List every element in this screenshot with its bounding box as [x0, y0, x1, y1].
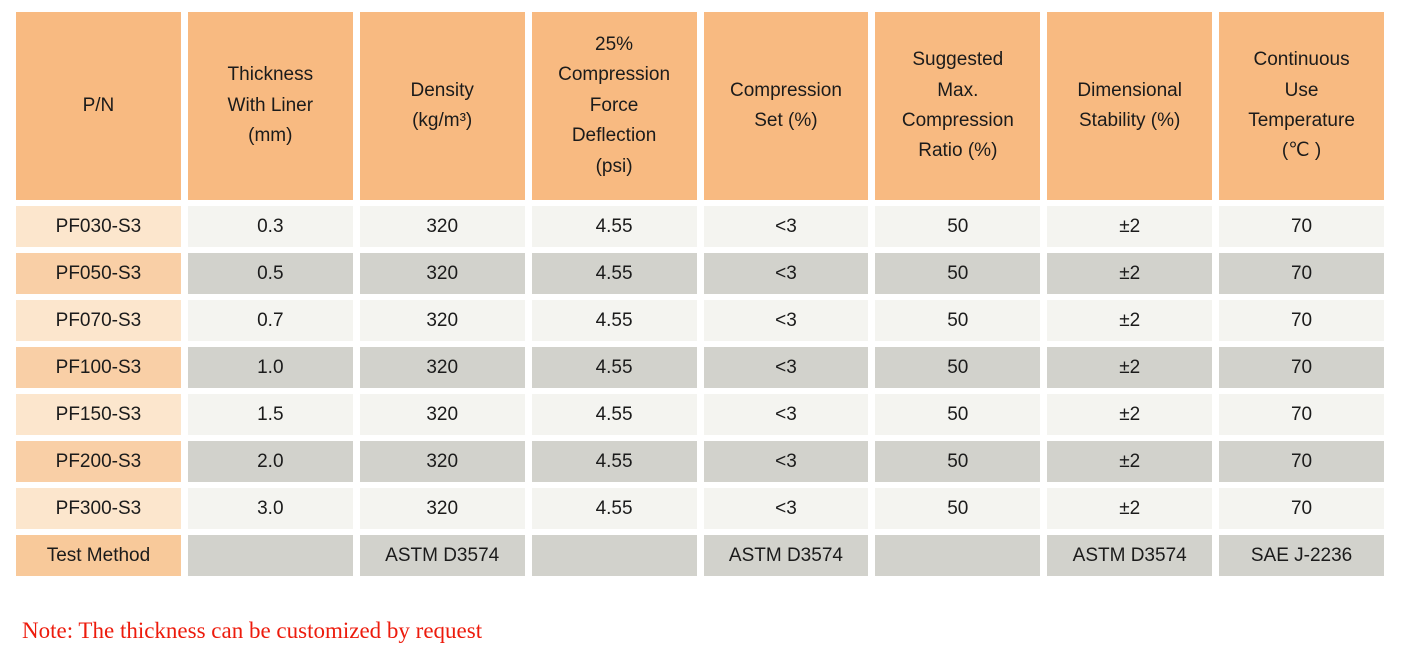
cell-max-compression-ratio: 50: [875, 206, 1041, 247]
table-row-pf200: PF200-S3 2.0 320 4.55 <3 50 ±2 70: [16, 441, 1384, 482]
column-header-compression-force-deflection: 25% Compression Force Deflection (psi): [531, 12, 697, 200]
column-header-dimensional-stability: Dimensional Stability (%): [1047, 12, 1213, 200]
cell-max-compression-ratio: 50: [875, 347, 1041, 388]
cell-temperature: 70: [1219, 488, 1384, 529]
cell-compression-set: <3: [703, 488, 869, 529]
cell-max-compression-ratio: 50: [875, 441, 1041, 482]
table-row-pf030: PF030-S3 0.3 320 4.55 <3 50 ±2 70: [16, 206, 1384, 247]
cell-cfd-test-method: [531, 535, 697, 576]
cell-compression-set-test-method: ASTM D3574: [703, 535, 869, 576]
cell-pn: PF050-S3: [16, 253, 181, 294]
cell-max-compression-ratio: 50: [875, 488, 1041, 529]
cell-density: 320: [359, 206, 525, 247]
cell-thickness: 3.0: [187, 488, 353, 529]
cell-density: 320: [359, 300, 525, 341]
cell-dimensional-stability: ±2: [1047, 441, 1213, 482]
cell-dimensional-stability: ±2: [1047, 253, 1213, 294]
cell-temperature-test-method: SAE J-2236: [1219, 535, 1384, 576]
cell-pn: PF030-S3: [16, 206, 181, 247]
cell-thickness: 2.0: [187, 441, 353, 482]
cell-thickness: 0.7: [187, 300, 353, 341]
product-spec-table: P/N Thickness With Liner (mm) Density (k…: [9, 6, 1391, 582]
cell-pn: PF200-S3: [16, 441, 181, 482]
cell-dimensional-stability-test-method: ASTM D3574: [1047, 535, 1213, 576]
cell-cfd: 4.55: [531, 206, 697, 247]
cell-thickness: 1.0: [187, 347, 353, 388]
cell-compression-set: <3: [703, 394, 869, 435]
cell-compression-set: <3: [703, 347, 869, 388]
cell-cfd: 4.55: [531, 347, 697, 388]
column-header-compression-set: Compression Set (%): [703, 12, 869, 200]
cell-compression-set: <3: [703, 253, 869, 294]
cell-temperature: 70: [1219, 394, 1384, 435]
cell-density: 320: [359, 347, 525, 388]
cell-dimensional-stability: ±2: [1047, 394, 1213, 435]
table-row-pf050: PF050-S3 0.5 320 4.55 <3 50 ±2 70: [16, 253, 1384, 294]
cell-pn: PF070-S3: [16, 300, 181, 341]
cell-compression-set: <3: [703, 300, 869, 341]
cell-pn: PF150-S3: [16, 394, 181, 435]
cell-dimensional-stability: ±2: [1047, 300, 1213, 341]
column-header-max-compression-ratio: Suggested Max. Compression Ratio (%): [875, 12, 1041, 200]
cell-compression-set: <3: [703, 441, 869, 482]
cell-cfd: 4.55: [531, 300, 697, 341]
table-row-pf070: PF070-S3 0.7 320 4.55 <3 50 ±2 70: [16, 300, 1384, 341]
cell-thickness: 0.5: [187, 253, 353, 294]
cell-dimensional-stability: ±2: [1047, 347, 1213, 388]
cell-temperature: 70: [1219, 347, 1384, 388]
test-method-row: Test Method ASTM D3574 ASTM D3574 ASTM D…: [16, 535, 1384, 576]
cell-temperature: 70: [1219, 253, 1384, 294]
cell-density: 320: [359, 441, 525, 482]
cell-pn: PF300-S3: [16, 488, 181, 529]
column-header-thickness: Thickness With Liner (mm): [187, 12, 353, 200]
cell-cfd: 4.55: [531, 253, 697, 294]
cell-temperature: 70: [1219, 206, 1384, 247]
cell-pn: PF100-S3: [16, 347, 181, 388]
cell-temperature: 70: [1219, 441, 1384, 482]
table-row-pf150: PF150-S3 1.5 320 4.55 <3 50 ±2 70: [16, 394, 1384, 435]
cell-dimensional-stability: ±2: [1047, 488, 1213, 529]
table-row-pf100: PF100-S3 1.0 320 4.55 <3 50 ±2 70: [16, 347, 1384, 388]
customization-note: Note: The thickness can be customized by…: [22, 618, 483, 643]
cell-thickness: 1.5: [187, 394, 353, 435]
cell-density: 320: [359, 488, 525, 529]
cell-cfd: 4.55: [531, 394, 697, 435]
cell-thickness-test-method: [187, 535, 353, 576]
cell-thickness: 0.3: [187, 206, 353, 247]
column-header-pn: P/N: [16, 12, 181, 200]
cell-dimensional-stability: ±2: [1047, 206, 1213, 247]
cell-cfd: 4.55: [531, 488, 697, 529]
cell-cfd: 4.55: [531, 441, 697, 482]
cell-density-test-method: ASTM D3574: [359, 535, 525, 576]
column-header-density: Density (kg/m³): [359, 12, 525, 200]
cell-temperature: 70: [1219, 300, 1384, 341]
cell-max-compression-ratio: 50: [875, 300, 1041, 341]
cell-max-compression-ratio: 50: [875, 394, 1041, 435]
table-row-pf300: PF300-S3 3.0 320 4.55 <3 50 ±2 70: [16, 488, 1384, 529]
cell-density: 320: [359, 394, 525, 435]
cell-max-compression-ratio: 50: [875, 253, 1041, 294]
cell-test-method-label: Test Method: [16, 535, 181, 576]
cell-max-compression-ratio-test-method: [875, 535, 1041, 576]
cell-compression-set: <3: [703, 206, 869, 247]
column-header-continuous-use-temperature: Continuous Use Temperature (℃ ): [1219, 12, 1384, 200]
cell-density: 320: [359, 253, 525, 294]
header-row: P/N Thickness With Liner (mm) Density (k…: [16, 12, 1384, 200]
